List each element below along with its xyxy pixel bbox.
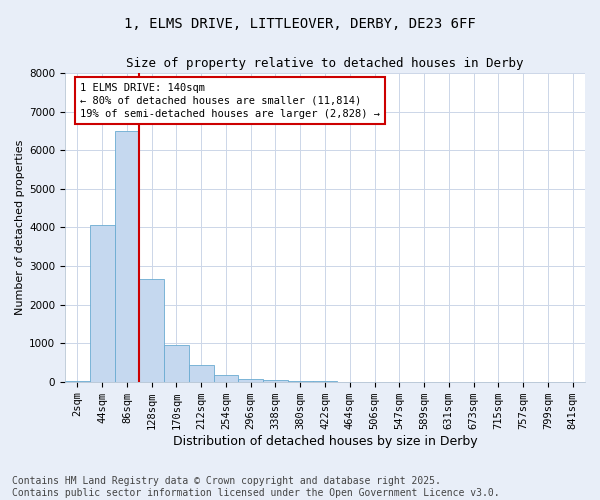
Text: 1 ELMS DRIVE: 140sqm
← 80% of detached houses are smaller (11,814)
19% of semi-d: 1 ELMS DRIVE: 140sqm ← 80% of detached h…: [80, 82, 380, 119]
X-axis label: Distribution of detached houses by size in Derby: Distribution of detached houses by size …: [173, 434, 478, 448]
Bar: [214, 375, 238, 382]
Bar: [288, 381, 313, 382]
Y-axis label: Number of detached properties: Number of detached properties: [15, 140, 25, 315]
Bar: [65, 380, 90, 382]
Bar: [90, 226, 115, 382]
Text: Contains HM Land Registry data © Crown copyright and database right 2025.
Contai: Contains HM Land Registry data © Crown c…: [12, 476, 500, 498]
Bar: [238, 378, 263, 382]
Text: 1, ELMS DRIVE, LITTLEOVER, DERBY, DE23 6FF: 1, ELMS DRIVE, LITTLEOVER, DERBY, DE23 6…: [124, 18, 476, 32]
Bar: [263, 380, 288, 382]
Bar: [115, 131, 139, 382]
Bar: [164, 345, 189, 382]
Bar: [189, 365, 214, 382]
Title: Size of property relative to detached houses in Derby: Size of property relative to detached ho…: [126, 58, 524, 70]
Bar: [139, 280, 164, 382]
